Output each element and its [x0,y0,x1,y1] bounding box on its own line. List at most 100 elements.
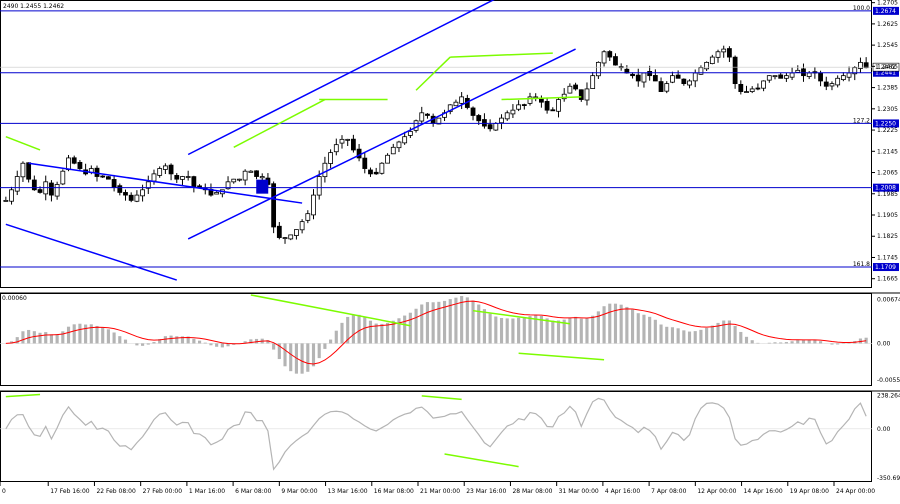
candle-body [544,101,550,111]
candle [31,175,37,191]
candle-body [71,157,77,164]
candle-body [482,119,487,127]
candle-body [647,71,653,77]
candle-body [123,192,128,196]
x-tick-label: 17 Feb 16:00 [50,488,90,495]
candle [294,229,299,240]
candle [20,161,26,182]
candle-body [709,56,715,65]
candle [499,114,504,130]
main-pane-frame [0,0,872,288]
candle-body [294,229,299,236]
candle-body [425,113,430,116]
x-tick-label: 9 Mar 00:00 [281,488,317,495]
candle-body [385,154,390,164]
trend-channel-line[interactable] [187,48,576,240]
candle [487,119,493,132]
candle-body [271,183,277,228]
fib-level-label: 127.2 [853,117,870,124]
candle-body [852,67,858,75]
candle-body [390,146,396,155]
candle [835,75,841,88]
macd-divergence-line[interactable] [472,309,570,325]
candle-body [846,72,852,78]
cci-divergence-line[interactable] [444,453,519,468]
candle [504,110,510,121]
candle-body [783,75,789,79]
candle-body [100,175,106,178]
x-tick-label: 16 Mar 08:00 [374,488,414,495]
cci-divergence-line[interactable] [5,393,41,398]
candle [658,77,664,92]
candle-body [721,48,727,53]
candle-body [322,162,328,178]
candle [749,86,755,94]
candle [556,97,561,118]
candle-body [766,75,772,81]
x-tick-label: 24 Apr 00:00 [836,488,875,495]
candle-body [168,164,174,175]
candle-body [248,170,254,173]
candle-body [180,176,185,180]
trend-channel-line[interactable] [5,223,178,281]
candle-body [561,93,567,100]
divergence-line[interactable] [501,96,582,101]
current-price-label: 1.2462 [875,64,896,71]
price-tag-label: 1.2441 [875,70,896,77]
trend-channel-line[interactable] [28,162,303,204]
macd-divergence-line[interactable] [250,294,411,327]
candle [71,155,77,165]
candle-body [14,176,20,192]
divergence-line[interactable] [233,98,326,148]
candle [271,181,277,234]
candle-body [499,117,504,124]
divergence-line[interactable] [5,136,41,151]
candle [242,169,248,186]
candle-body [840,75,846,81]
signal-marker[interactable] [256,179,269,194]
candle [282,237,288,244]
price-tag-label: 1.2250 [875,120,896,127]
candle [322,156,328,183]
candle [402,131,408,145]
trend-channel-line[interactable] [187,0,496,156]
divergence-line[interactable] [450,52,553,58]
candle-body [197,185,202,188]
candle [237,178,242,182]
candle-body [311,194,316,216]
candle [727,46,732,62]
candle-body [772,75,778,78]
candle-body [715,51,721,58]
candle [732,55,738,89]
candle-body [111,179,117,188]
macd-divergence-line[interactable] [518,352,605,361]
y-tick-label: 1.2065 [877,170,898,177]
candle-body [516,104,522,110]
candle-body [368,169,373,175]
candle-body [829,83,835,87]
price-tag [873,183,899,192]
y-tick-label: 1.2225 [877,127,898,134]
candle-body [3,200,9,202]
candle [248,170,254,173]
candle-body [174,175,180,180]
candle-body [316,176,322,196]
cci-divergence-line[interactable] [421,395,462,401]
y-tick-label: 1.1905 [877,212,898,219]
candle-body [436,117,442,125]
divergence-line[interactable] [415,56,451,91]
x-tick-label: 1 Mar 16:00 [189,488,225,495]
candle-body [9,189,14,202]
candle [385,153,390,164]
y-tick-label: 1.2545 [877,42,898,49]
candle-body [590,75,596,89]
x-tick-label: 12 Apr 00:00 [697,488,736,495]
candle [755,83,761,91]
candle [544,97,550,114]
candle-body [350,138,356,151]
candle [601,50,607,67]
candle-body [185,176,191,178]
candle [168,163,174,181]
candle-body [493,123,499,131]
